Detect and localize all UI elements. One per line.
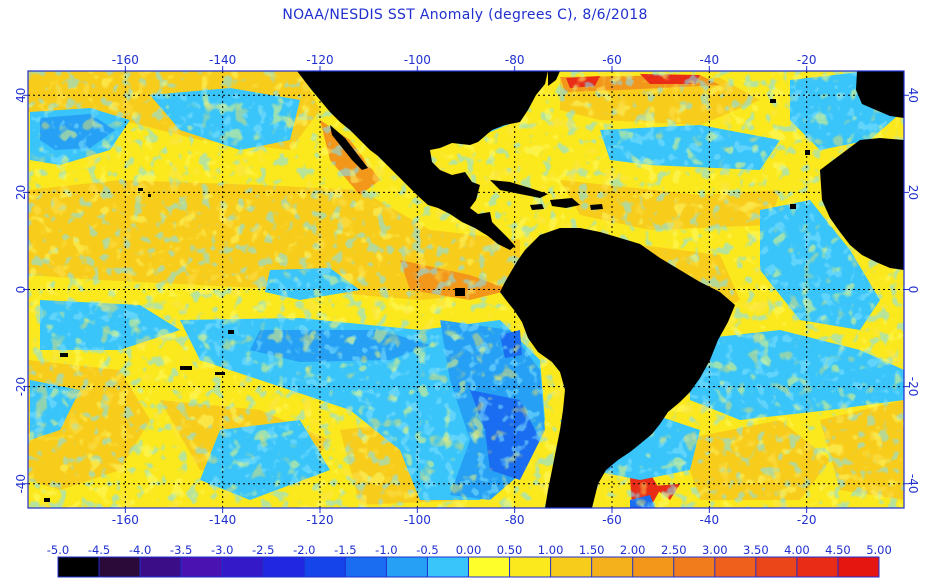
- tuamotu: [215, 372, 225, 375]
- colorbar-swatch: [837, 557, 880, 577]
- colorbar-label: -4.5: [88, 543, 110, 557]
- colorbar-swatch: [550, 557, 593, 577]
- colorbar-label: -4.0: [129, 543, 151, 557]
- colorbar-swatch: [263, 557, 305, 577]
- lat-label-left: -20: [14, 377, 28, 397]
- lon-label-top: -100: [404, 53, 431, 67]
- north-america: [297, 71, 548, 250]
- lat-label-left: -40: [14, 474, 28, 494]
- canary-islands: [805, 150, 810, 155]
- colorbar-swatch: [673, 557, 716, 577]
- colorbar-label: -0.5: [416, 543, 438, 557]
- colorbar-label: -2.0: [293, 543, 315, 557]
- colorbar-swatch: [99, 557, 141, 577]
- colorbar-swatch: [632, 557, 675, 577]
- lon-label-top: -40: [700, 53, 720, 67]
- cape-verde: [790, 204, 796, 209]
- lat-label-right: -20: [906, 377, 920, 397]
- axis-ticks: -160 -160 -140 -140 -120 -120 -100 -100 -80 -80 -6…: [14, 53, 920, 527]
- colorbar-swatch: [304, 557, 346, 577]
- land-masses: [44, 71, 904, 508]
- canada-east: [548, 71, 560, 86]
- cuba: [490, 180, 548, 198]
- colorbar-label: -3.5: [170, 543, 192, 557]
- lon-label-bottom: -20: [797, 513, 817, 527]
- colorbar-swatch: [427, 557, 469, 577]
- lon-label-bottom: -100: [404, 513, 431, 527]
- lat-label-right: 20: [906, 185, 920, 200]
- colorbar-label: 0.00: [456, 543, 482, 557]
- colorbar-label: 1.00: [538, 543, 564, 557]
- baja-california: [330, 125, 368, 170]
- africa: [820, 138, 904, 270]
- lon-label-bottom: -80: [505, 513, 525, 527]
- marquesas: [228, 330, 234, 334]
- french-polynesia: [180, 366, 192, 370]
- lon-label-bottom: -140: [209, 513, 236, 527]
- jamaica: [530, 204, 544, 210]
- colorbar-label: -1.5: [334, 543, 356, 557]
- lon-label-bottom: -60: [602, 513, 622, 527]
- sst-field: [28, 71, 904, 508]
- south-america: [500, 228, 735, 508]
- lon-label-bottom: -160: [112, 513, 139, 527]
- lon-label-top: -160: [112, 53, 139, 67]
- lat-label-left: 40: [14, 88, 28, 103]
- hawaii-2: [148, 194, 151, 197]
- colorbar-label: -5.0: [47, 543, 69, 557]
- lon-label-top: -120: [306, 53, 333, 67]
- europe-iberia: [856, 71, 904, 118]
- colorbar-label: -3.0: [211, 543, 233, 557]
- lon-label-top: -80: [505, 53, 525, 67]
- colorbar-label: -1.0: [375, 543, 397, 557]
- colorbar-swatch: [796, 557, 839, 577]
- colorbar: -5.0 -4.5 -4.0 -3.5 -3.0 -2.5 -2.0 -1.5 -1.0 -0.5…: [47, 543, 892, 578]
- colorbar-swatch: [714, 557, 757, 577]
- lon-label-bottom: -40: [700, 513, 720, 527]
- colorbar-label: 2.50: [661, 543, 687, 557]
- colorbar-swatch: [222, 557, 264, 577]
- hawaii: [138, 188, 143, 191]
- colorbar-label: 4.00: [784, 543, 810, 557]
- colorbar-swatch: [755, 557, 798, 577]
- colorbar-swatch: [345, 557, 387, 577]
- colorbar-label: 2.00: [620, 543, 646, 557]
- colorbar-swatch: [468, 557, 511, 577]
- colorbar-label: 4.50: [825, 543, 851, 557]
- colorbar-swatch: [140, 557, 182, 577]
- colorbar-swatch: [181, 557, 223, 577]
- falklands: [605, 455, 611, 461]
- colorbar-label: 0.50: [497, 543, 523, 557]
- lon-label-bottom: -120: [306, 513, 333, 527]
- colorbar-label: 3.50: [743, 543, 769, 557]
- puerto-rico: [590, 204, 603, 210]
- fiji-samoa: [60, 353, 68, 357]
- map-title: NOAA/NESDIS SST Anomaly (degrees C), 8/6…: [282, 7, 648, 23]
- colorbar-swatch: [386, 557, 428, 577]
- hispaniola: [550, 198, 580, 208]
- azores: [770, 99, 776, 103]
- colorbar-swatch: [58, 557, 100, 577]
- colorbar-label: -2.5: [252, 543, 274, 557]
- colorbar-swatch: [591, 557, 634, 577]
- lat-label-right: -40: [906, 474, 920, 494]
- colorbar-swatch: [509, 557, 552, 577]
- new-zealand-islet: [44, 498, 50, 502]
- lat-label-right: 40: [906, 88, 920, 103]
- lon-label-top: -60: [602, 53, 622, 67]
- lat-label-left: 20: [14, 185, 28, 200]
- lon-label-top: -20: [797, 53, 817, 67]
- gridlines: [28, 71, 904, 508]
- lon-label-top: -140: [209, 53, 236, 67]
- colorbar-label: 5.00: [866, 543, 892, 557]
- galapagos: [455, 288, 465, 296]
- lat-label-right: 0: [906, 286, 920, 294]
- colorbar-label: 1.50: [579, 543, 605, 557]
- lat-label-left: 0: [14, 286, 28, 294]
- colorbar-label: 3.00: [702, 543, 728, 557]
